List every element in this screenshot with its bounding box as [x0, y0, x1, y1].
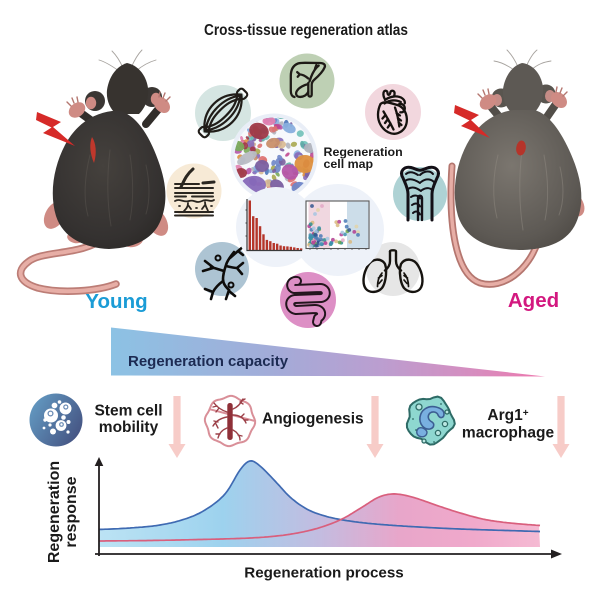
svg-text:macrophage: macrophage: [462, 425, 555, 442]
svg-text:Regeneration process: Regeneration process: [244, 565, 404, 582]
svg-text:Arg1+: Arg1+: [487, 407, 528, 424]
svg-text:Cross-tissue regeneration atla: Cross-tissue regeneration atlas: [204, 22, 408, 39]
svg-text:Young: Young: [85, 290, 147, 313]
svg-text:Regeneration: Regeneration: [324, 145, 403, 159]
svg-text:response: response: [63, 476, 80, 547]
svg-text:Stem cell: Stem cell: [94, 403, 162, 420]
svg-text:Aged: Aged: [508, 289, 559, 312]
svg-text:mobility: mobility: [99, 419, 159, 436]
svg-text:cell map: cell map: [324, 157, 374, 171]
svg-text:Regeneration capacity: Regeneration capacity: [128, 353, 289, 370]
svg-text:Regeneration: Regeneration: [46, 461, 63, 563]
svg-text:Angiogenesis: Angiogenesis: [262, 411, 364, 428]
